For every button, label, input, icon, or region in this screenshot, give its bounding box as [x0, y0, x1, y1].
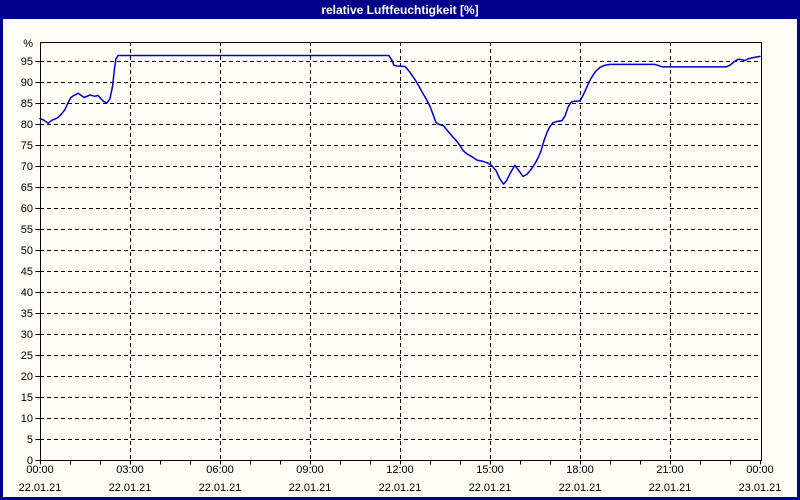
x-axis-time-label: 00:00 — [746, 464, 774, 476]
y-axis-label: 60 — [21, 203, 33, 215]
y-axis-label: 95 — [21, 56, 33, 68]
y-axis-unit-label: % — [23, 38, 33, 50]
x-axis-time-label: 21:00 — [656, 464, 684, 476]
title-bar: relative Luftfeuchtigkeit [%] — [0, 0, 800, 19]
x-axis-time-label: 06:00 — [206, 464, 234, 476]
y-axis-label: 35 — [21, 308, 33, 320]
x-axis-date-label: 23.01.21 — [739, 482, 782, 494]
humidity-chart: 0 5 10 15 20 25 30 35 40 45 50 55 60 65 70 75 80 85 90 95% 0… — [19, 38, 782, 494]
y-axis-label: 20 — [21, 371, 33, 383]
x-axis-date-label: 22.01.21 — [19, 482, 62, 494]
x-axis-time-label: 18:00 — [566, 464, 594, 476]
y-axis-label: 55 — [21, 224, 33, 236]
y-axis-label: 25 — [21, 350, 33, 362]
y-axis-label: 65 — [21, 182, 33, 194]
y-axis-label: 15 — [21, 392, 33, 404]
x-axis-date-label: 22.01.21 — [289, 482, 332, 494]
humidity-series-line — [39, 54, 761, 185]
y-axis-label: 0 — [27, 455, 33, 467]
x-axis-date-label: 22.01.21 — [109, 482, 152, 494]
x-axis-date-label: 22.01.21 — [559, 482, 602, 494]
y-axis-label: 10 — [21, 413, 33, 425]
y-axis-label: 40 — [21, 287, 33, 299]
x-axis-time-label: 00:00 — [26, 464, 54, 476]
x-axis-time-label: 12:00 — [386, 464, 414, 476]
x-axis-time-label: 03:00 — [116, 464, 144, 476]
x-axis-date-label: 22.01.21 — [199, 482, 242, 494]
y-axis-label: 45 — [21, 266, 33, 278]
y-axis-label: 5 — [27, 434, 33, 446]
x-axis-date-label: 22.01.21 — [469, 482, 512, 494]
y-axis-label: 90 — [21, 77, 33, 89]
y-axis-label: 30 — [21, 329, 33, 341]
chart-area: 0 5 10 15 20 25 30 35 40 45 50 55 60 65 70 75 80 85 90 95% 0… — [3, 19, 797, 497]
y-axis-label: 50 — [21, 245, 33, 257]
y-axis-label: 85 — [21, 98, 33, 110]
x-axis-time-label: 15:00 — [476, 464, 504, 476]
y-axis-label: 75 — [21, 140, 33, 152]
x-axis-date-label: 22.01.21 — [649, 482, 692, 494]
x-axis-time-label: 09:00 — [296, 464, 324, 476]
y-axis-label: 70 — [21, 161, 33, 173]
x-axis-date-label: 22.01.21 — [379, 482, 422, 494]
chart-title: relative Luftfeuchtigkeit [%] — [321, 2, 479, 17]
y-axis-label: 80 — [21, 119, 33, 131]
